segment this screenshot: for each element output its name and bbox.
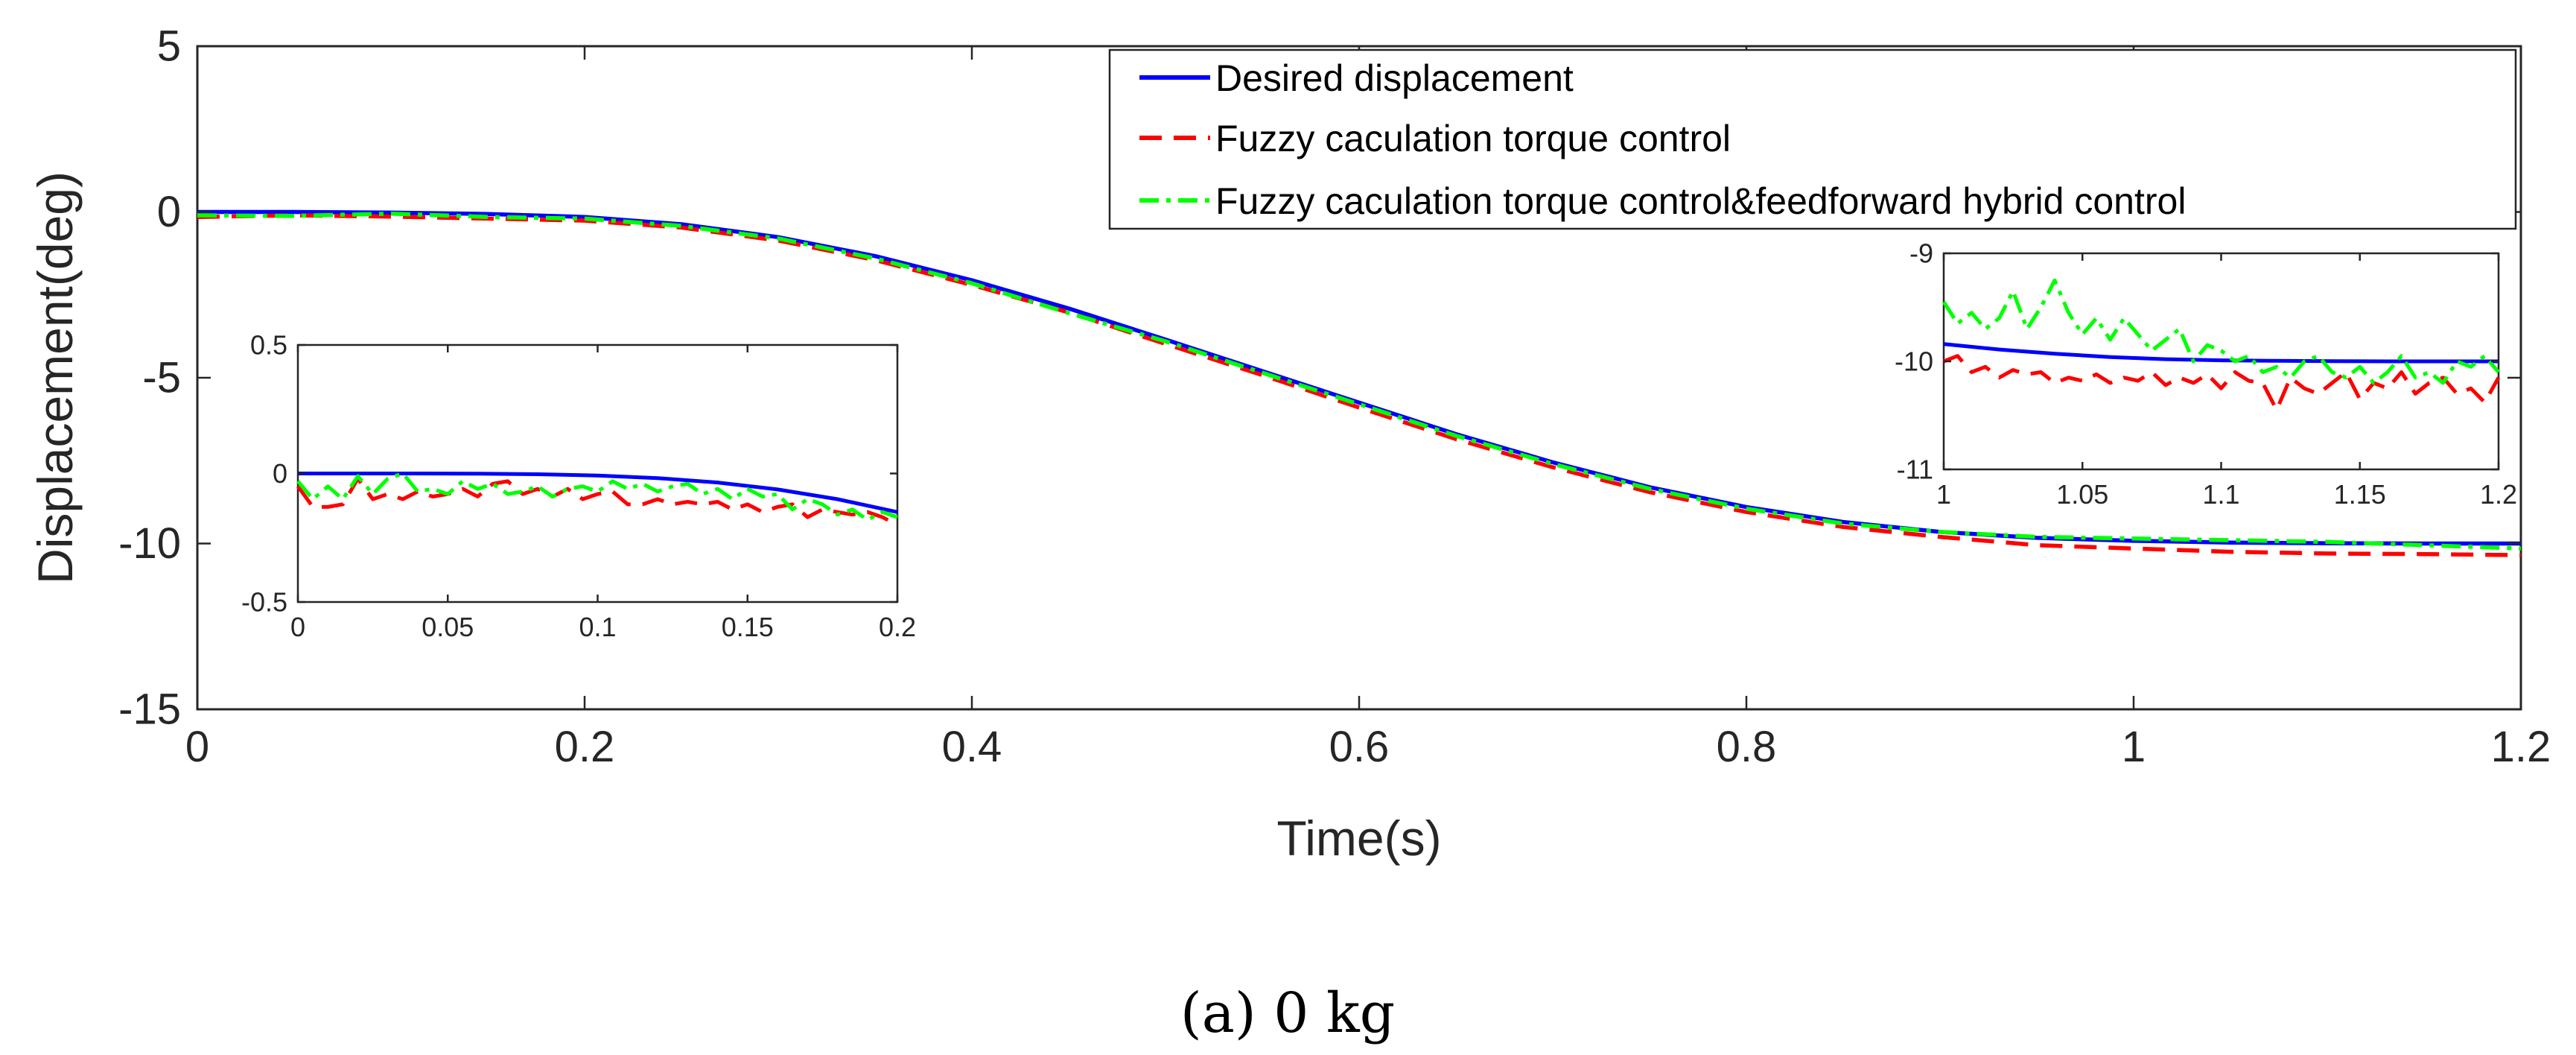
main-ytick-label: -10 xyxy=(118,519,181,568)
inset-left-xtick-label: 0.05 xyxy=(422,612,474,642)
legend-label-desired: Desired displacement xyxy=(1215,57,1574,99)
inset-right-series-desired xyxy=(1943,342,2499,364)
main-ytick-label: -15 xyxy=(118,685,181,734)
legend: Desired displacement Fuzzy caculation to… xyxy=(1108,48,2517,230)
inset-left-ticks: 0 0.05 0.1 0.15 0.20.50-0.5 xyxy=(241,330,916,643)
inset-right-xtick-label: 1.05 xyxy=(2056,479,2108,510)
main-xtick-label: 0 xyxy=(185,723,209,771)
main-xtick-label: 1 xyxy=(2122,723,2146,771)
inset-left-ytick-label: -0.5 xyxy=(241,587,287,618)
inset-right-xtick-label: 1.1 xyxy=(2202,479,2239,510)
inset-left-ytick-label: 0 xyxy=(273,458,287,489)
inset-right-series-fuzzy xyxy=(1943,354,2501,412)
inset-right-xtick-label: 1.15 xyxy=(2334,479,2386,510)
main-series-hybrid xyxy=(197,211,2522,551)
inset-right-ytick-label: -11 xyxy=(1897,454,1933,485)
legend-label-fuzzy: Fuzzy caculation torque control xyxy=(1215,118,1731,159)
inset-right-ticks: 1 1.05 1.1 1.15 1.2 -9 -10 -11 xyxy=(1895,238,2517,510)
inset-left-series-fuzzy xyxy=(296,476,899,527)
inset-left-ytick-label: 0.5 xyxy=(250,330,287,361)
inset-right-xtick-label: 1.2 xyxy=(2480,479,2517,510)
main-ytick-label: 0 xyxy=(157,188,181,236)
inset-left-xtick-label: 0.1 xyxy=(579,612,616,642)
legend-label-hybrid: Fuzzy caculation torque control&feedforw… xyxy=(1215,180,2186,222)
inset-left-series-hybrid xyxy=(296,472,898,522)
inset-left-lines xyxy=(296,472,899,527)
x-axis-label: Time(s) xyxy=(1276,811,1441,866)
inset-right-ytick-label: -10 xyxy=(1895,346,1933,377)
inset-left-xtick-label: 0.2 xyxy=(879,612,916,642)
main-ytick-label: -5 xyxy=(142,354,181,402)
inset-right-ytick-label: -9 xyxy=(1909,238,1933,269)
inset-right-xtick-label: 1 xyxy=(1936,479,1951,510)
figure-caption: (a) 0 kg xyxy=(1180,981,1395,1045)
inset-left-xtick-label: 0 xyxy=(290,612,305,642)
main-xtick-label: 0.4 xyxy=(942,723,1002,771)
main-xtick-label: 0.8 xyxy=(1717,723,1777,771)
main-plot-lines xyxy=(197,209,2522,557)
main-xtick-label: 0.6 xyxy=(1329,723,1390,771)
inset-right-lines xyxy=(1941,278,2501,412)
inset-left-xtick-label: 0.15 xyxy=(722,612,774,642)
main-xtick-label: 1.2 xyxy=(2491,723,2551,771)
inset-right-series-hybrid xyxy=(1941,278,2500,385)
main-xtick-label: 0.2 xyxy=(555,723,615,771)
main-ticks: 0 0.2 0.4 0.6 0.8 1 1.2 5 0 -5 -10 -15 xyxy=(118,22,2551,772)
main-ytick-label: 5 xyxy=(157,22,181,71)
legend-box xyxy=(1108,48,2517,230)
y-axis-label: Displacement(deg) xyxy=(28,171,83,584)
